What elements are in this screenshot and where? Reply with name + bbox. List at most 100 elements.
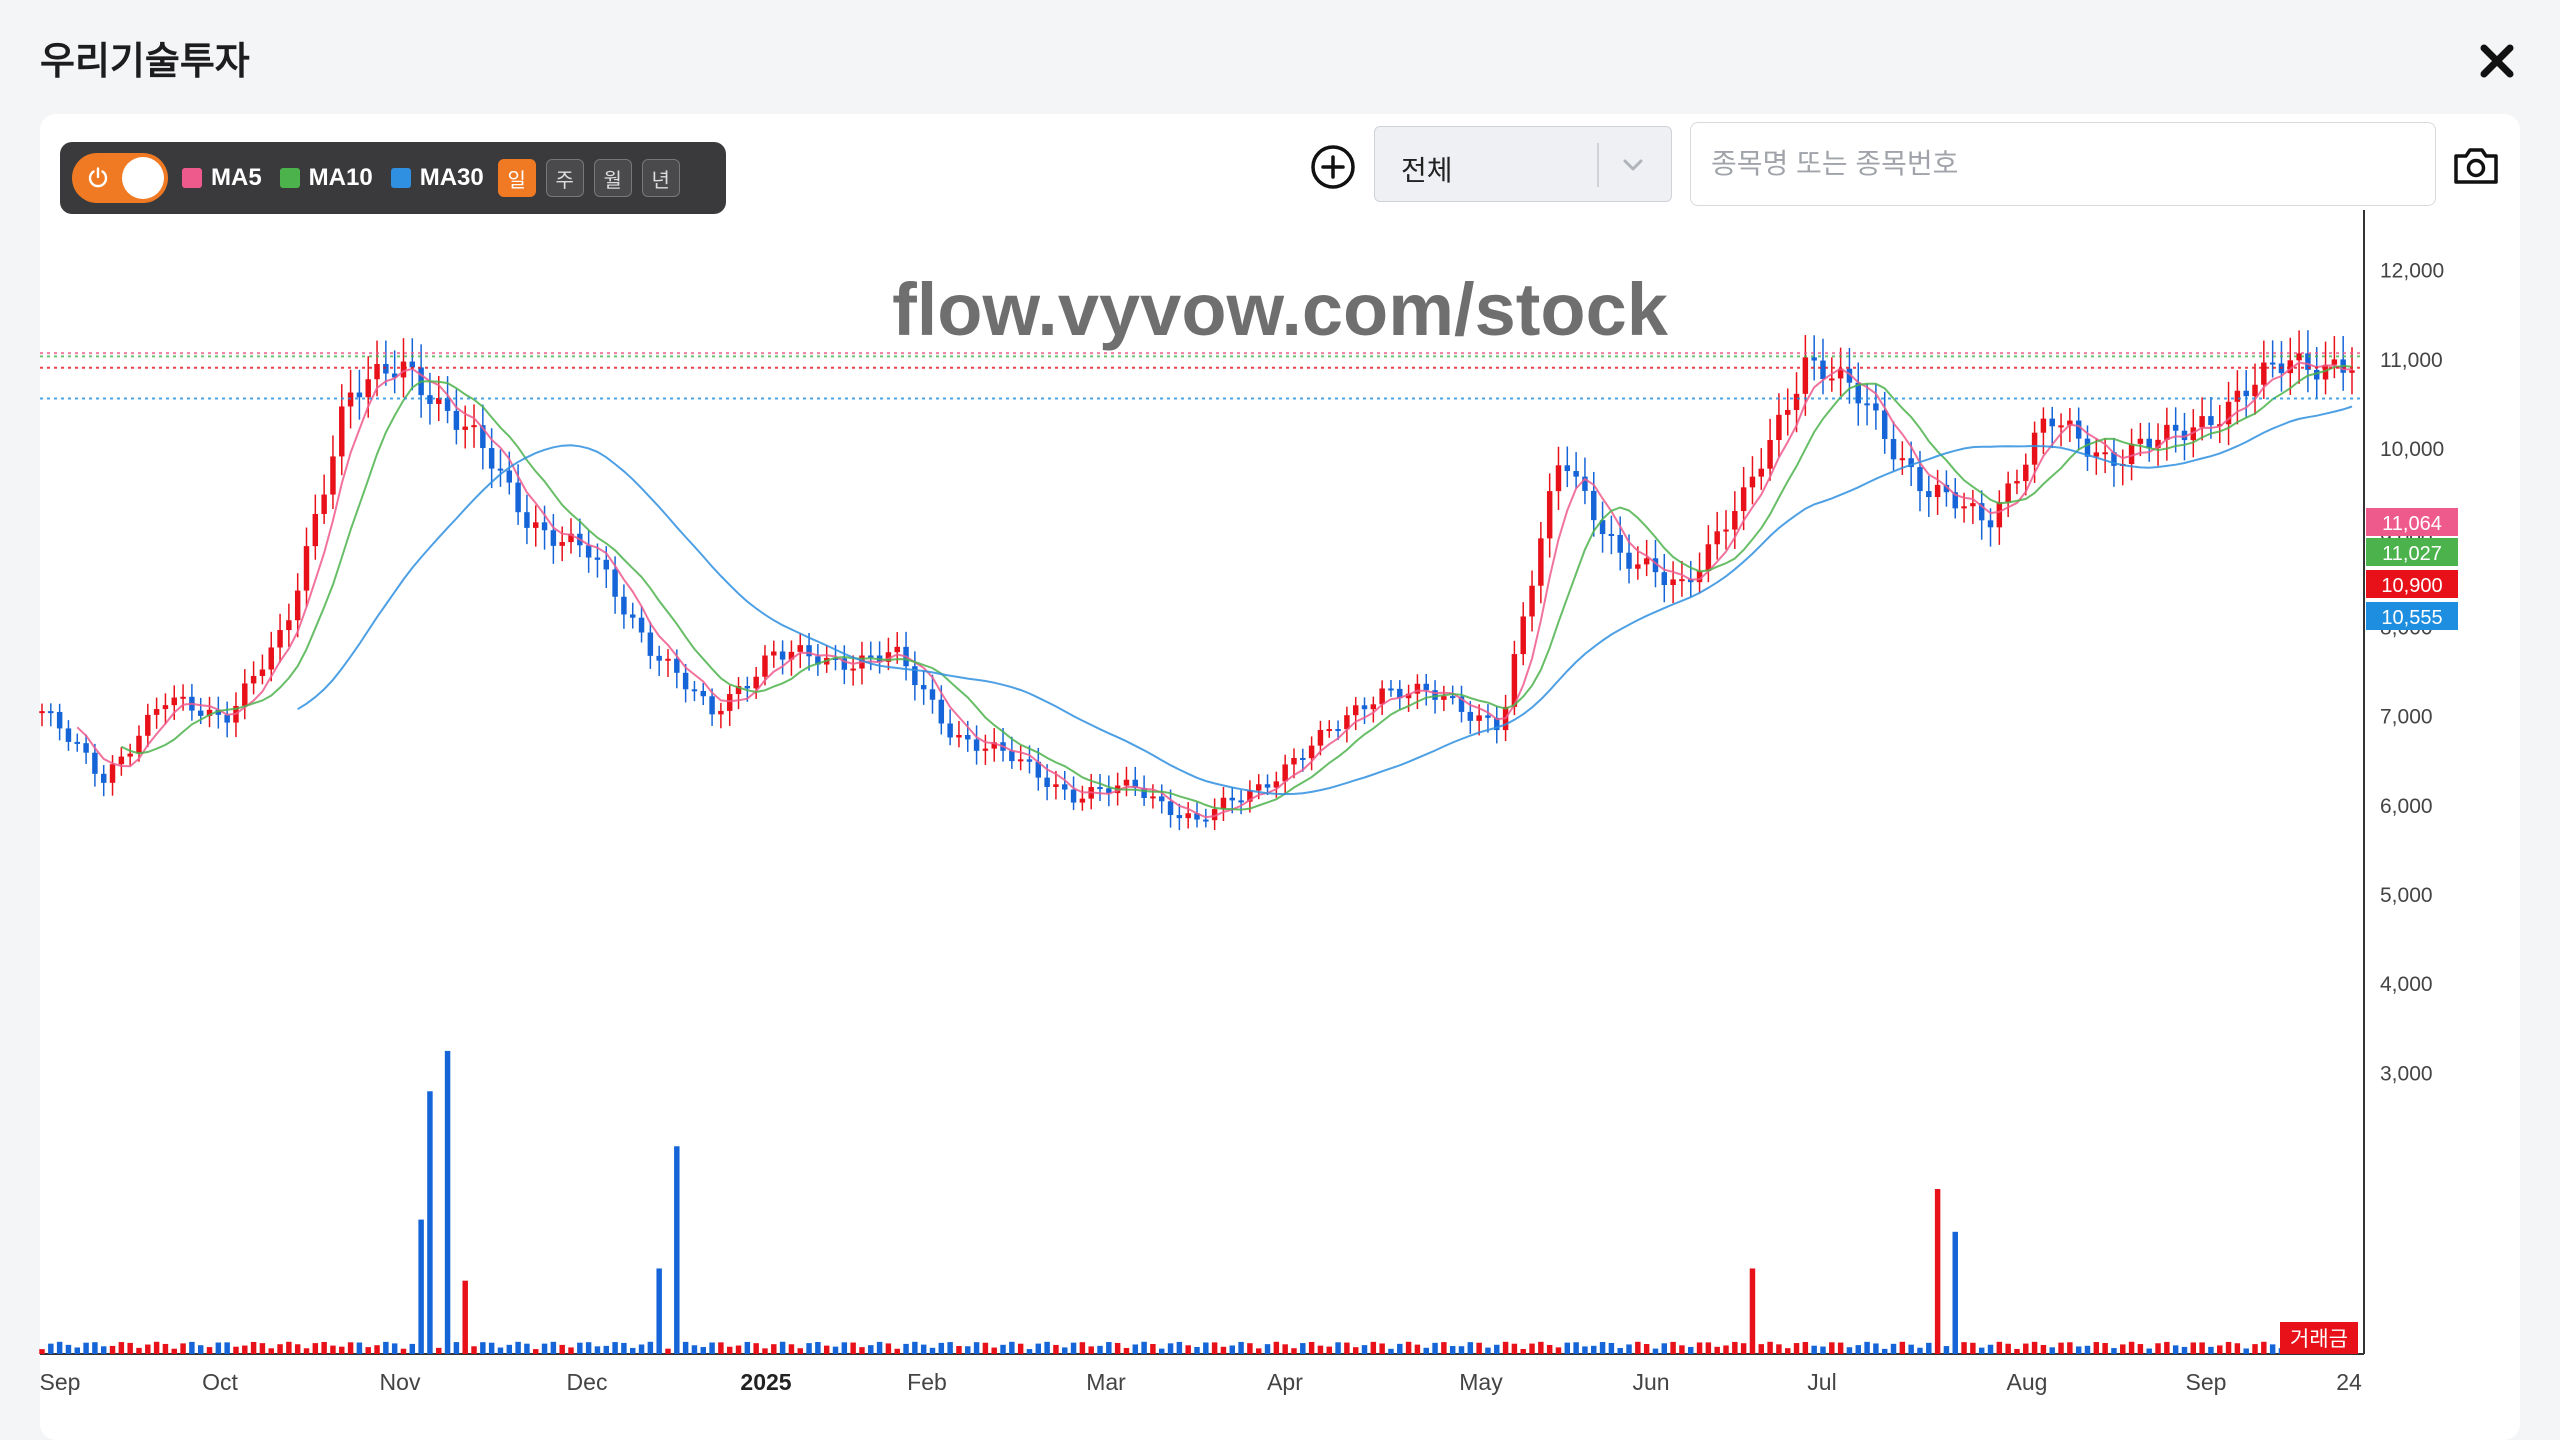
volume-bar [1494, 1344, 1500, 1354]
candle-body [1423, 683, 1429, 691]
market-select-value: 전체 [1401, 155, 1453, 186]
volume-bar [2058, 1342, 2064, 1354]
volume-bar [876, 1341, 883, 1354]
candle-body [2084, 438, 2091, 457]
volume-bar [550, 1341, 557, 1354]
volume-bar [2067, 1342, 2073, 1354]
candle-body [2181, 430, 2188, 441]
volume-bar [1705, 1342, 1712, 1354]
volume-bar [806, 1343, 812, 1354]
volume-bar [1688, 1346, 1694, 1354]
volume-bar [629, 1347, 636, 1354]
candle-body [286, 620, 292, 631]
volume-bar [1908, 1344, 1914, 1354]
volume-bar [1696, 1342, 1703, 1354]
candle-body [771, 651, 777, 656]
volume-bar [242, 1345, 248, 1354]
candle-body [841, 658, 848, 670]
volume-bar [1449, 1346, 1456, 1354]
toggle-knob [122, 157, 164, 199]
period-month-button[interactable]: 월 [593, 159, 632, 197]
volume-bar [409, 1343, 416, 1354]
candle-body [48, 711, 54, 714]
camera-icon[interactable] [2452, 142, 2500, 188]
volume-bar [197, 1345, 204, 1354]
volume-bar [2225, 1341, 2232, 1354]
time-tick-label: Dec [567, 1369, 608, 1395]
volume-bar [233, 1346, 239, 1354]
chart-toggle[interactable] [72, 153, 168, 203]
candle-body [806, 645, 812, 657]
candle-body [1326, 729, 1332, 732]
volume-bar [444, 1050, 451, 1354]
candle-body [718, 710, 724, 715]
volume-bar [533, 1349, 539, 1354]
candle-body [1784, 409, 1791, 415]
close-icon[interactable] [2474, 38, 2520, 84]
volume-bar [1220, 1346, 1227, 1354]
market-select[interactable]: 전체 [1374, 126, 1672, 202]
volume-bar [2005, 1343, 2011, 1354]
period-year-button[interactable]: 년 [641, 159, 680, 197]
volume-bar [391, 1343, 398, 1354]
price-tick-label: 10,000 [2380, 438, 2444, 461]
volume-bar [524, 1343, 530, 1354]
volume-bar [1282, 1344, 1288, 1354]
legend-ma30-label: MA30 [419, 164, 484, 191]
volume-bar [753, 1343, 759, 1354]
candle-body [1961, 506, 1967, 509]
candle-body [1097, 787, 1103, 790]
candle-body [2067, 420, 2073, 426]
candle-body [1449, 696, 1456, 699]
period-day-button[interactable]: 일 [497, 159, 536, 197]
volume-bar [206, 1347, 213, 1354]
candle-body [797, 645, 803, 652]
candle-body [1564, 465, 1571, 472]
candle-body [2014, 481, 2020, 484]
candle-body [1635, 564, 1641, 569]
candle-body [1167, 801, 1174, 816]
volume-bar [1335, 1342, 1341, 1354]
add-circle-icon[interactable] [1308, 142, 1358, 192]
stock-search-input[interactable] [1690, 122, 2436, 206]
volume-bar [2102, 1342, 2108, 1354]
candle-body [1158, 796, 1165, 802]
candle-body [1150, 796, 1156, 799]
time-tick-label: 2025 [740, 1369, 791, 1395]
candle-body [1811, 357, 1817, 361]
candle-body [1555, 465, 1562, 492]
candle-body [524, 512, 530, 528]
volume-bar [92, 1342, 98, 1354]
window-title: 우리기술투자 [40, 41, 250, 83]
volume-bar [1326, 1346, 1332, 1354]
volume-bar [1723, 1345, 1729, 1354]
candle-body [506, 470, 513, 483]
candle-body [330, 456, 336, 495]
candle-body [427, 395, 433, 404]
volume-bar [2243, 1348, 2249, 1354]
candle-body [471, 425, 477, 428]
chevron-down-icon [1623, 159, 1643, 171]
volume-bar [127, 1342, 133, 1354]
candle-body [1591, 490, 1597, 521]
candle-body [1335, 729, 1341, 732]
candle-body [1203, 819, 1209, 822]
candle-body [1229, 797, 1236, 801]
volume-bar [1458, 1346, 1465, 1354]
candle-body [2164, 424, 2170, 440]
volume-bar [1388, 1348, 1394, 1354]
candle-body [1344, 715, 1350, 730]
volume-bar [427, 1091, 433, 1354]
volume-bar [2023, 1343, 2029, 1354]
candle-body [1934, 484, 1941, 498]
period-week-button[interactable]: 주 [545, 159, 584, 197]
volume-bar [365, 1347, 371, 1354]
candle-body [1538, 538, 1544, 586]
candle-body [656, 655, 662, 661]
volume-bar [1203, 1342, 1209, 1354]
volume-bar [1881, 1348, 1888, 1354]
volume-bar [1255, 1348, 1262, 1354]
volume-bar [1185, 1345, 1191, 1354]
candle-body [1873, 403, 1879, 411]
